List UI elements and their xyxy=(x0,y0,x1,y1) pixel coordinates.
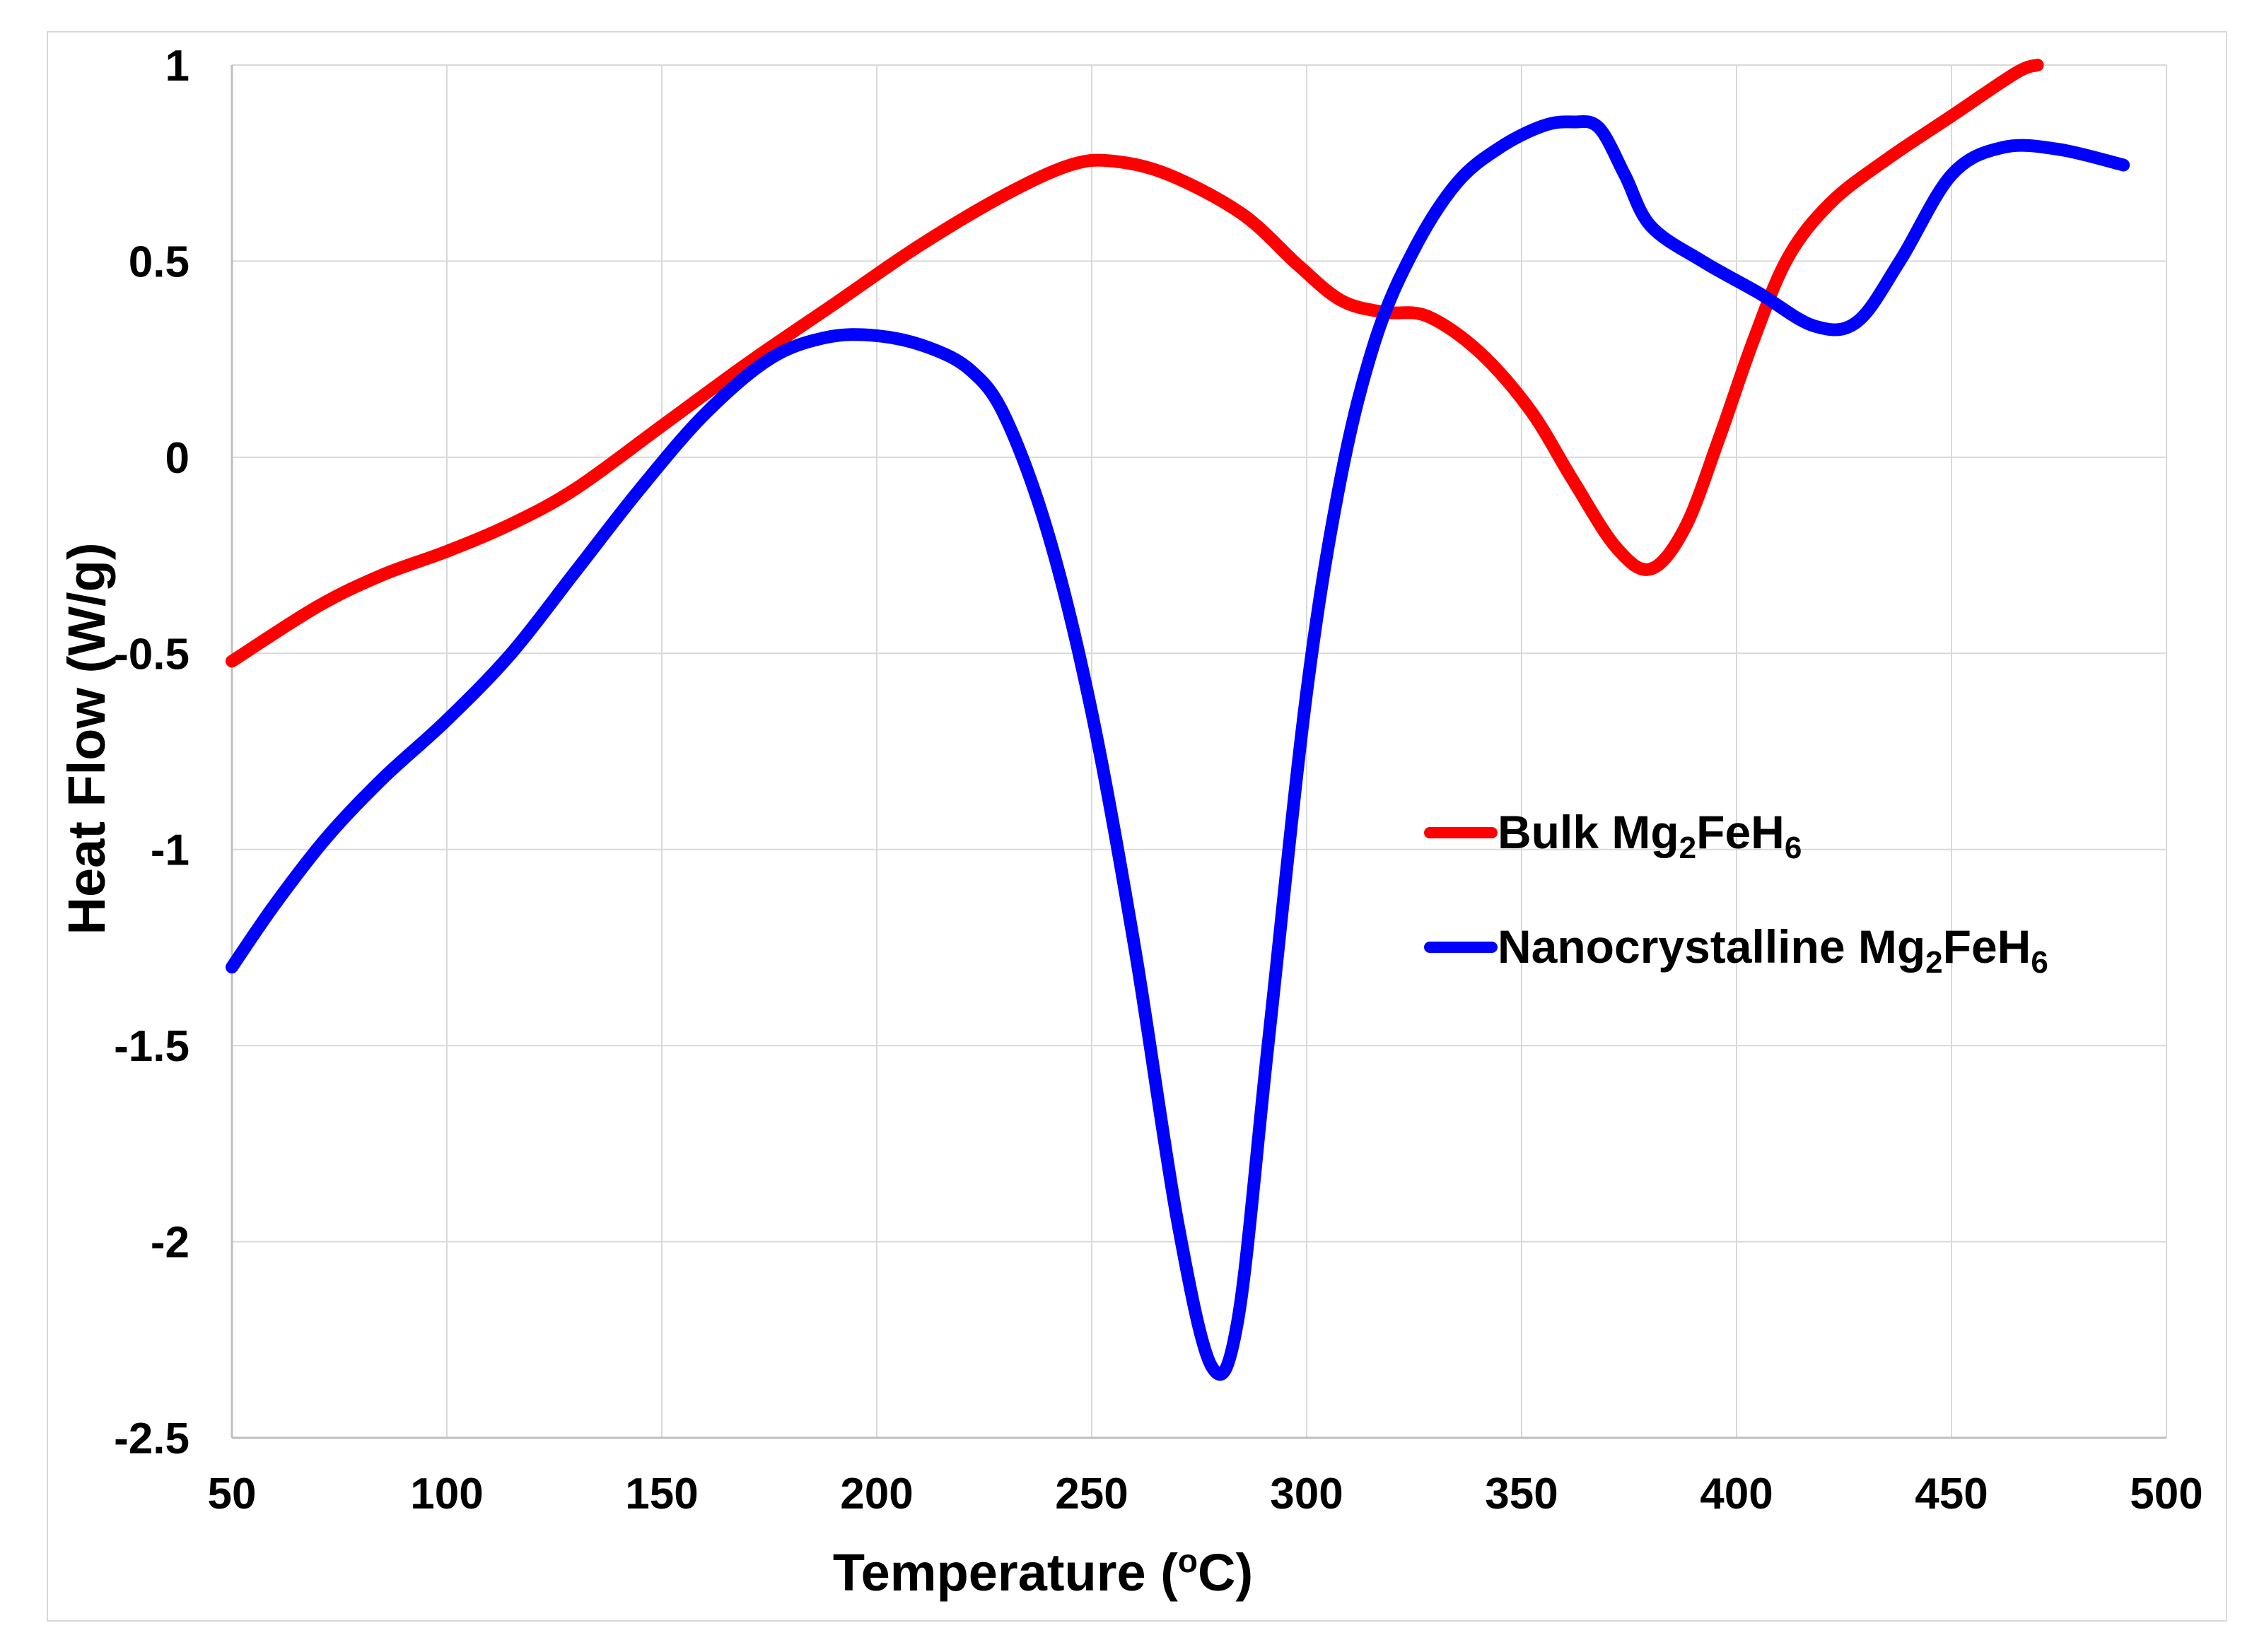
legend: Bulk Mg2FeH6 Nanocrystalline Mg2FeH6 xyxy=(1424,806,2048,980)
x-tick-label: 50 xyxy=(208,1470,257,1518)
legend-label-nano: Nanocrystalline Mg2FeH6 xyxy=(1498,920,2048,980)
x-tick-label: 150 xyxy=(625,1470,698,1518)
series-line-bulk xyxy=(226,59,2044,668)
x-axis-title: Temperature (oC) xyxy=(833,1542,1253,1602)
x-tick-label: 200 xyxy=(840,1470,913,1518)
y-tick-label: -1 xyxy=(151,826,189,875)
grid xyxy=(231,64,2167,1439)
y-tick-label: 0 xyxy=(165,434,189,483)
legend-label-bulk: Bulk Mg2FeH6 xyxy=(1498,806,1802,865)
x-tick-label: 400 xyxy=(1700,1470,1773,1518)
x-tick-label: 500 xyxy=(2130,1470,2203,1518)
y-tick-label: -2.5 xyxy=(114,1414,189,1463)
x-tick-label: 300 xyxy=(1270,1470,1343,1518)
x-tick-label: 250 xyxy=(1055,1470,1128,1518)
axes: 50 100 150 200 250 300 350 400 450 500 1 0.5 0 -0.5 -1… xyxy=(114,42,2203,1518)
y-axis-title: Heat Flow (W/g) xyxy=(57,543,116,935)
y-tick-label: -2 xyxy=(151,1219,189,1267)
x-tick-label: 450 xyxy=(1915,1470,1988,1518)
chart-frame xyxy=(47,31,2227,1622)
y-tick-label: -1.5 xyxy=(114,1022,189,1071)
y-tick-label: 0.5 xyxy=(129,238,189,286)
series-line-nanocrystalline xyxy=(226,115,2130,1381)
x-tick-label: 100 xyxy=(410,1470,483,1518)
y-tick-label: 1 xyxy=(165,42,189,90)
series-lines xyxy=(226,59,2130,1381)
y-tick-label: -0.5 xyxy=(114,630,189,679)
x-tick-label: 350 xyxy=(1485,1470,1558,1518)
